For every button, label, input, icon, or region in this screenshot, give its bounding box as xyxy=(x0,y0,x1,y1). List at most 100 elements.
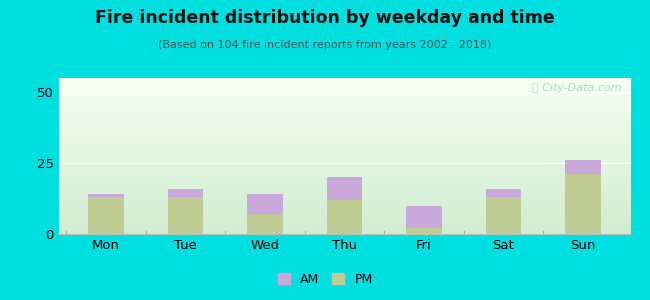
Bar xyxy=(565,174,601,234)
Bar xyxy=(58,83,630,84)
Bar xyxy=(58,220,630,221)
Bar xyxy=(58,190,630,192)
Bar xyxy=(58,165,630,167)
Bar xyxy=(58,214,630,215)
Bar xyxy=(58,153,630,154)
Bar xyxy=(58,170,630,172)
Bar xyxy=(58,198,630,200)
Bar xyxy=(58,111,630,112)
Bar xyxy=(168,189,203,197)
Bar xyxy=(58,172,630,173)
Bar xyxy=(58,145,630,147)
Bar xyxy=(58,161,630,162)
Bar xyxy=(58,133,630,134)
Bar xyxy=(406,206,442,228)
Bar xyxy=(326,200,363,234)
Bar xyxy=(58,104,630,106)
Bar xyxy=(58,112,630,114)
Bar xyxy=(58,212,630,214)
Bar xyxy=(58,94,630,95)
Bar xyxy=(58,231,630,232)
Bar xyxy=(58,125,630,126)
Bar xyxy=(58,218,630,220)
Bar xyxy=(58,108,630,109)
Bar xyxy=(58,232,630,234)
Bar xyxy=(58,179,630,181)
Bar xyxy=(58,126,630,128)
Bar xyxy=(58,211,630,212)
Bar xyxy=(58,167,630,169)
Bar xyxy=(88,194,124,197)
Bar xyxy=(58,229,630,231)
Bar xyxy=(58,130,630,131)
Bar xyxy=(58,137,630,139)
Bar xyxy=(58,106,630,108)
Bar xyxy=(58,101,630,103)
Bar xyxy=(58,217,630,218)
Bar xyxy=(58,123,630,125)
Bar xyxy=(58,173,630,175)
Bar xyxy=(58,154,630,156)
Bar xyxy=(58,215,630,217)
Bar xyxy=(58,147,630,148)
Bar xyxy=(58,189,630,190)
Bar xyxy=(486,189,521,197)
Bar xyxy=(58,148,630,150)
Bar xyxy=(58,169,630,170)
Bar xyxy=(58,100,630,101)
Bar xyxy=(58,182,630,184)
Bar xyxy=(58,181,630,182)
Bar xyxy=(565,160,601,174)
Bar xyxy=(58,159,630,161)
Bar xyxy=(58,122,630,123)
Bar xyxy=(247,194,283,214)
Bar xyxy=(58,184,630,186)
Bar xyxy=(58,208,630,209)
Bar xyxy=(58,178,630,179)
Bar xyxy=(58,206,630,208)
Bar xyxy=(58,156,630,158)
Bar xyxy=(58,142,630,143)
Bar xyxy=(58,139,630,140)
Bar xyxy=(58,223,630,225)
Bar xyxy=(168,197,203,234)
Bar xyxy=(486,197,521,234)
Bar xyxy=(58,158,630,159)
Bar xyxy=(58,151,630,153)
Bar xyxy=(58,118,630,120)
Legend: AM, PM: AM, PM xyxy=(272,268,378,291)
Bar xyxy=(58,150,630,151)
Bar xyxy=(58,103,630,104)
Text: Ⓜ City-Data.com: Ⓜ City-Data.com xyxy=(532,83,622,93)
Bar xyxy=(58,225,630,226)
Bar xyxy=(58,228,630,229)
Bar xyxy=(58,176,630,178)
Bar xyxy=(58,194,630,195)
Bar xyxy=(58,134,630,136)
Bar xyxy=(58,128,630,130)
Bar xyxy=(58,95,630,97)
Bar xyxy=(58,78,630,80)
Bar xyxy=(58,81,630,83)
Bar xyxy=(58,186,630,187)
Bar xyxy=(247,214,283,234)
Bar xyxy=(58,204,630,206)
Bar xyxy=(58,187,630,189)
Bar xyxy=(58,195,630,196)
Bar xyxy=(58,116,630,117)
Bar xyxy=(58,89,630,91)
Bar xyxy=(58,175,630,176)
Bar xyxy=(406,228,442,234)
Bar xyxy=(58,203,630,204)
Bar xyxy=(58,120,630,122)
Bar xyxy=(58,209,630,211)
Bar xyxy=(58,91,630,92)
Bar xyxy=(58,143,630,145)
Text: Fire incident distribution by weekday and time: Fire incident distribution by weekday an… xyxy=(95,9,555,27)
Bar xyxy=(58,162,630,164)
Bar xyxy=(58,164,630,165)
Text: (Based on 104 fire incident reports from years 2002 - 2018): (Based on 104 fire incident reports from… xyxy=(159,40,491,50)
Bar xyxy=(326,177,363,200)
Bar xyxy=(58,221,630,223)
Bar xyxy=(58,192,630,194)
